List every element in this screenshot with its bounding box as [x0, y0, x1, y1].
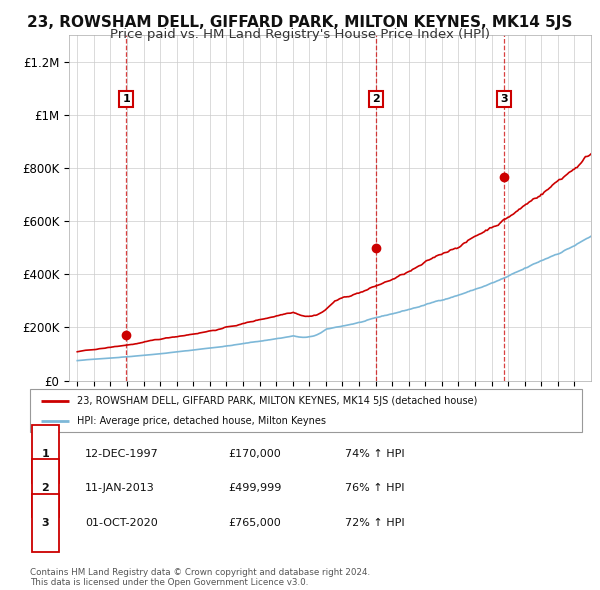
Text: 2: 2 — [41, 483, 49, 493]
Text: 76% ↑ HPI: 76% ↑ HPI — [344, 483, 404, 493]
Text: HPI: Average price, detached house, Milton Keynes: HPI: Average price, detached house, Milt… — [77, 417, 326, 426]
Text: 72% ↑ HPI: 72% ↑ HPI — [344, 517, 404, 527]
Text: 74% ↑ HPI: 74% ↑ HPI — [344, 449, 404, 459]
FancyBboxPatch shape — [32, 494, 59, 552]
Text: Contains HM Land Registry data © Crown copyright and database right 2024.
This d: Contains HM Land Registry data © Crown c… — [30, 568, 370, 587]
Text: 12-DEC-1997: 12-DEC-1997 — [85, 449, 159, 459]
Text: Price paid vs. HM Land Registry's House Price Index (HPI): Price paid vs. HM Land Registry's House … — [110, 28, 490, 41]
Text: £170,000: £170,000 — [229, 449, 281, 459]
Text: 01-OCT-2020: 01-OCT-2020 — [85, 517, 158, 527]
Text: 23, ROWSHAM DELL, GIFFARD PARK, MILTON KEYNES, MK14 5JS: 23, ROWSHAM DELL, GIFFARD PARK, MILTON K… — [28, 15, 572, 30]
Text: 23, ROWSHAM DELL, GIFFARD PARK, MILTON KEYNES, MK14 5JS (detached house): 23, ROWSHAM DELL, GIFFARD PARK, MILTON K… — [77, 396, 477, 407]
Text: 11-JAN-2013: 11-JAN-2013 — [85, 483, 155, 493]
Text: £499,999: £499,999 — [229, 483, 282, 493]
Text: 3: 3 — [500, 94, 508, 104]
Text: £765,000: £765,000 — [229, 517, 281, 527]
FancyBboxPatch shape — [32, 459, 59, 517]
Text: 2: 2 — [372, 94, 380, 104]
Text: 1: 1 — [41, 449, 49, 459]
FancyBboxPatch shape — [30, 389, 582, 432]
Text: 3: 3 — [41, 517, 49, 527]
FancyBboxPatch shape — [32, 425, 59, 483]
Text: 1: 1 — [122, 94, 130, 104]
